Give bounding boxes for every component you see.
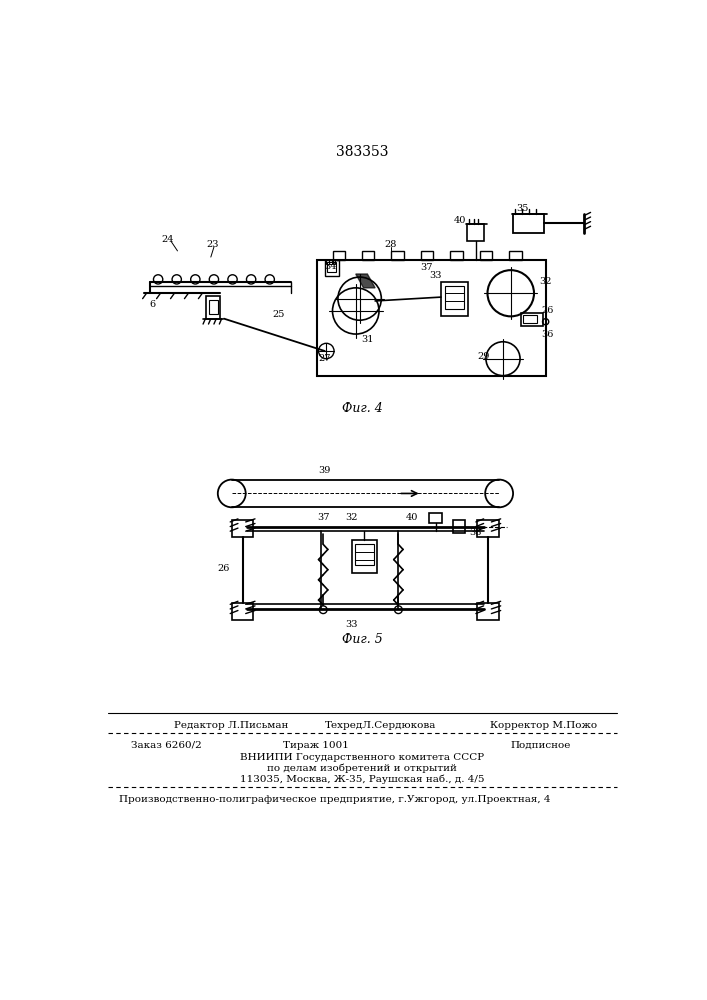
Text: 39: 39 [319,466,331,475]
Text: Корректор М.Пожо: Корректор М.Пожо [490,721,597,730]
Text: Производственно-полиграфическое предприятие, г.Ужгород, ул.Проектная, 4: Производственно-полиграфическое предприя… [119,795,551,804]
Bar [392,251,404,260]
Text: 26: 26 [541,306,554,315]
Bar [232,520,253,537]
Bar [327,262,337,272]
Bar [452,520,465,533]
Bar [523,315,537,323]
Bar [209,300,218,314]
Bar [206,296,220,319]
Bar [352,540,377,573]
Text: 383353: 383353 [336,145,388,159]
Bar [521,312,542,326]
Text: Фиг. 5: Фиг. 5 [341,633,382,646]
Bar [429,513,442,523]
Text: 36: 36 [541,330,554,339]
Text: по делам изобретений и открытий: по делам изобретений и открытий [267,764,457,773]
Text: 32: 32 [346,513,358,522]
Bar [441,282,468,316]
Text: ТехредЛ.Сердюкова: ТехредЛ.Сердюкова [325,721,436,730]
Text: 6: 6 [150,300,156,309]
Polygon shape [356,274,375,288]
Text: 25: 25 [272,310,284,319]
Bar [327,260,329,264]
Bar [332,260,335,264]
Bar [325,260,339,276]
Text: 24: 24 [161,235,174,244]
Text: 26: 26 [217,564,229,573]
Bar [445,286,464,309]
Bar [362,251,374,260]
Text: 38: 38 [469,528,482,537]
Bar [509,251,522,260]
Text: 27: 27 [318,354,331,363]
Bar [355,544,373,565]
Text: 31: 31 [361,335,373,344]
Text: 23: 23 [206,240,218,249]
Text: 40: 40 [406,513,419,522]
Bar [477,520,499,537]
Text: 37: 37 [317,513,330,522]
Text: 35: 35 [516,204,529,213]
Text: Тираж 1001: Тираж 1001 [283,741,349,750]
Bar [513,214,544,233]
Bar [421,251,433,260]
Text: 28: 28 [385,240,397,249]
Bar [317,260,546,376]
Text: 32: 32 [539,277,552,286]
Bar [232,603,253,620]
Text: 37: 37 [420,263,433,272]
Text: 40: 40 [453,216,466,225]
Text: Редактор Л.Письман: Редактор Л.Письман [174,721,288,730]
Text: 34: 34 [325,262,337,271]
Bar [467,224,484,241]
Text: 33: 33 [346,620,358,629]
Bar [480,251,492,260]
Text: Заказ 6260/2: Заказ 6260/2 [131,741,201,750]
Text: Подписное: Подписное [510,741,571,750]
Text: 29: 29 [477,352,490,361]
Bar [329,260,332,264]
Text: 113035, Москва, Ж-35, Раушская наб., д. 4/5: 113035, Москва, Ж-35, Раушская наб., д. … [240,774,484,784]
Bar [332,251,345,260]
Text: 33: 33 [429,271,442,280]
Bar [477,603,499,620]
Bar [450,251,462,260]
Text: Фиг. 4: Фиг. 4 [341,402,382,415]
Text: ВНИИПИ Государственного комитета СССР: ВНИИПИ Государственного комитета СССР [240,753,484,762]
